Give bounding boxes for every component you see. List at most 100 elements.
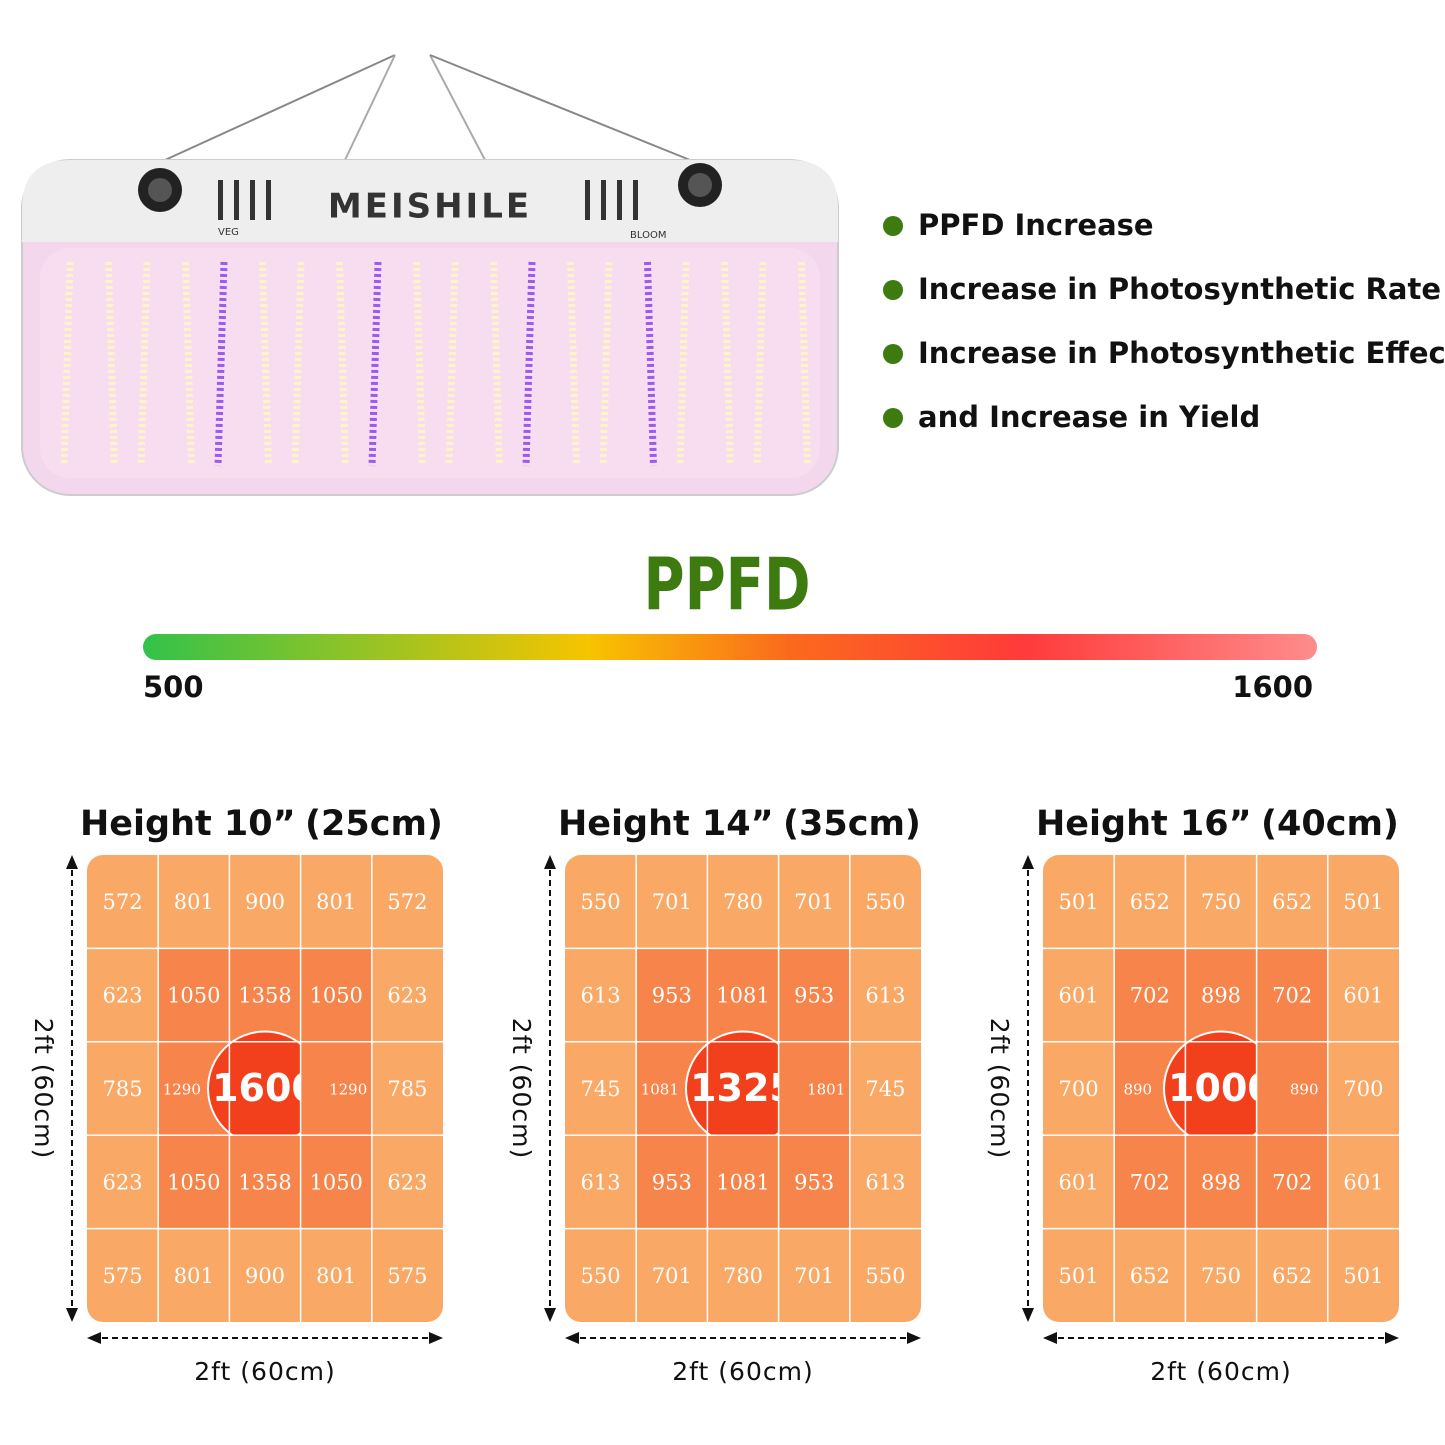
cell-value: 1081 bbox=[716, 984, 769, 1008]
dim-label: 2ft (60cm) bbox=[507, 1018, 536, 1159]
cell-value: 501 bbox=[1343, 890, 1383, 914]
bullet bbox=[883, 280, 903, 300]
cell-value: 780 bbox=[723, 1264, 763, 1288]
led-strip bbox=[105, 261, 118, 467]
cell bbox=[1256, 948, 1328, 1042]
cell-value: 701 bbox=[794, 890, 834, 914]
cell-value: 900 bbox=[245, 890, 285, 914]
cell bbox=[707, 948, 779, 1042]
cell-value: 1358 bbox=[238, 1170, 291, 1194]
dim-label: 2ft (60cm) bbox=[1150, 1357, 1291, 1386]
cell-value: 501 bbox=[1059, 890, 1099, 914]
cell-value: 1801 bbox=[807, 1081, 845, 1099]
cell-value: 501 bbox=[1343, 1264, 1383, 1288]
cell-value: 652 bbox=[1130, 1264, 1170, 1288]
cell-value: 785 bbox=[103, 1077, 143, 1101]
cell-value: 613 bbox=[581, 984, 621, 1008]
led-strip bbox=[60, 261, 74, 467]
cell-value: 801 bbox=[174, 1264, 214, 1288]
cell bbox=[1185, 1135, 1257, 1229]
cell-value: 701 bbox=[652, 1264, 692, 1288]
light-fixture: MEISHILE VEG BLOOM bbox=[21, 54, 839, 496]
dim-label: 2ft (60cm) bbox=[194, 1357, 335, 1386]
grid: Height 10” (25cm) 572 801 900 801 572 623 1050 13… bbox=[29, 804, 443, 1386]
led-strip bbox=[291, 261, 305, 467]
cell-value: 623 bbox=[387, 1170, 427, 1194]
cell-value: 700 bbox=[1059, 1077, 1099, 1101]
cell-value: 702 bbox=[1130, 1170, 1170, 1194]
led-strip bbox=[336, 261, 349, 467]
cell bbox=[158, 1135, 230, 1229]
cell-value: 1050 bbox=[309, 984, 362, 1008]
cell-value: 652 bbox=[1272, 890, 1312, 914]
cell-value: 623 bbox=[103, 984, 143, 1008]
cell-value: 623 bbox=[387, 984, 427, 1008]
feature: and Increase in Yield bbox=[918, 400, 1260, 434]
cell-value: 501 bbox=[1059, 1264, 1099, 1288]
cell-value: 572 bbox=[103, 890, 143, 914]
cell-value: 601 bbox=[1059, 984, 1099, 1008]
bullet bbox=[883, 408, 903, 428]
cell-value: 1050 bbox=[309, 1170, 362, 1194]
knob-label: BLOOM bbox=[630, 230, 666, 241]
grid: Height 16” (40cm) 501 652 750 652 501 601 702 898… bbox=[985, 804, 1399, 1386]
led-strip bbox=[753, 261, 767, 467]
cell-value: 953 bbox=[794, 984, 834, 1008]
led-strip bbox=[721, 261, 734, 467]
cell-value: 652 bbox=[1130, 890, 1170, 914]
cell-value: 550 bbox=[581, 1264, 621, 1288]
dim-label: 2ft (60cm) bbox=[672, 1357, 813, 1386]
cell bbox=[636, 1135, 708, 1229]
cell bbox=[778, 1135, 850, 1229]
grid-title: Height 10” bbox=[80, 804, 296, 844]
led-strip bbox=[522, 261, 536, 467]
cell-value: 702 bbox=[1272, 984, 1312, 1008]
cell-value: 1081 bbox=[641, 1081, 679, 1099]
cell bbox=[1114, 1135, 1186, 1229]
scale-max: 1600 bbox=[1232, 670, 1313, 704]
cell-value: 900 bbox=[245, 1264, 285, 1288]
cell-value: 780 bbox=[723, 890, 763, 914]
cell bbox=[1256, 1135, 1328, 1229]
led-strip bbox=[182, 261, 195, 467]
cell-value: 898 bbox=[1201, 984, 1241, 1008]
cell-value: 613 bbox=[581, 1170, 621, 1194]
cell-value: 890 bbox=[1123, 1081, 1152, 1099]
cell-value: 550 bbox=[865, 890, 905, 914]
feature: Increase in Photosynthetic Rate bbox=[918, 272, 1441, 306]
cell-value: 572 bbox=[387, 890, 427, 914]
cell-value: 898 bbox=[1201, 1170, 1241, 1194]
grid-metric: (35cm) bbox=[783, 804, 921, 844]
cell-value: 1050 bbox=[167, 984, 220, 1008]
cell bbox=[1114, 948, 1186, 1042]
gradient-bar bbox=[143, 634, 1317, 660]
grid: Height 14” (35cm) 550 701 780 701 550 613 953 108… bbox=[507, 804, 921, 1386]
cell bbox=[1185, 948, 1257, 1042]
cell-value: 890 bbox=[1290, 1081, 1319, 1099]
grid-metric: (40cm) bbox=[1261, 804, 1399, 844]
cell-value: 623 bbox=[103, 1170, 143, 1194]
cell-value: 1290 bbox=[329, 1081, 367, 1099]
led-strips bbox=[60, 261, 811, 467]
led-strip bbox=[445, 261, 459, 467]
scale-title: PPFD bbox=[643, 544, 810, 628]
feature-list: PPFD Increase Increase in Photosynthetic … bbox=[883, 208, 1445, 434]
cell-value: 750 bbox=[1201, 1264, 1241, 1288]
feature: Increase in Photosynthetic Effect bbox=[918, 336, 1445, 370]
led-strip bbox=[798, 261, 811, 467]
cell bbox=[778, 1041, 850, 1136]
cell-value: 700 bbox=[1343, 1077, 1383, 1101]
led-strip bbox=[599, 261, 613, 467]
led-strip bbox=[259, 261, 272, 467]
cell-value: 601 bbox=[1343, 1170, 1383, 1194]
led-strip bbox=[137, 261, 151, 467]
cell-value: 601 bbox=[1059, 1170, 1099, 1194]
led-strip bbox=[490, 261, 503, 467]
cell-value: 702 bbox=[1130, 984, 1170, 1008]
grid-title: Height 14” bbox=[558, 804, 774, 844]
bullet bbox=[883, 216, 903, 236]
cell-value: 575 bbox=[387, 1264, 427, 1288]
cell bbox=[636, 948, 708, 1042]
cell-value: 801 bbox=[174, 890, 214, 914]
